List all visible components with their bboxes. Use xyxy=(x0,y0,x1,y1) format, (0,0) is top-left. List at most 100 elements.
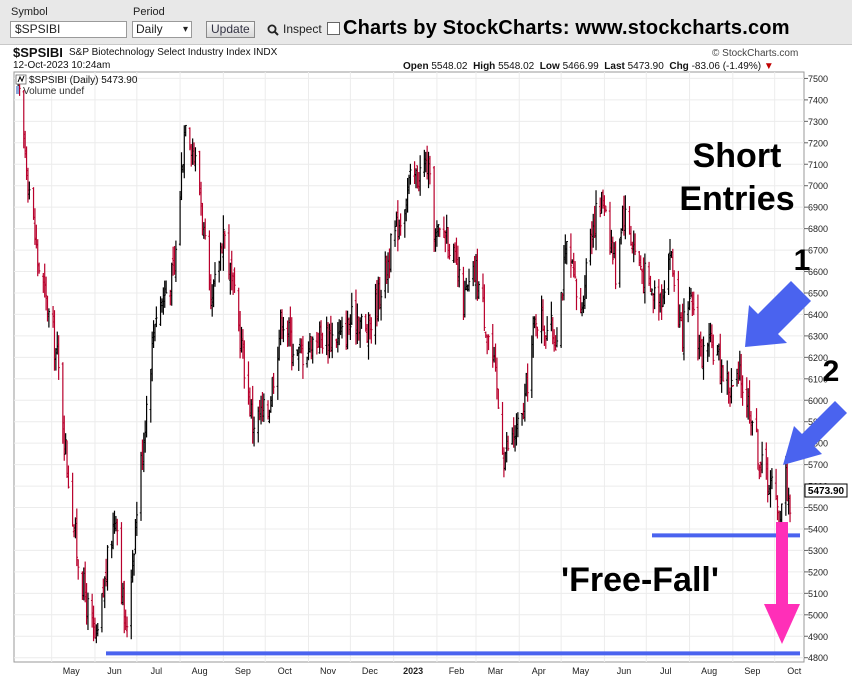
price-bar xyxy=(272,372,275,394)
update-button[interactable]: Update xyxy=(206,21,255,38)
plot-area xyxy=(13,71,805,663)
price-bar xyxy=(639,255,642,270)
y-tick-label: 4900 xyxy=(808,632,828,642)
symbol-label: Symbol xyxy=(11,6,48,18)
price-bar xyxy=(526,363,529,402)
price-bar xyxy=(650,288,654,296)
price-bar xyxy=(619,228,623,245)
price-bar xyxy=(731,385,735,387)
price-bar xyxy=(550,301,553,332)
price-bar xyxy=(409,163,412,185)
price-bar xyxy=(301,335,305,379)
price-bar xyxy=(106,545,109,591)
period-select[interactable]: Daily ▾ xyxy=(132,21,192,38)
price-bar xyxy=(125,616,129,638)
price-bar xyxy=(64,433,67,455)
price-bar xyxy=(555,327,559,348)
price-bar xyxy=(77,559,80,580)
chevron-down-icon: ▾ xyxy=(182,24,188,35)
y-tick-label: 7400 xyxy=(808,95,828,105)
y-tick-label: 7200 xyxy=(808,138,828,148)
price-bar xyxy=(291,343,295,367)
legend-volume: Volume undef xyxy=(16,86,84,97)
price-bar xyxy=(340,316,344,339)
inspect-checkbox[interactable] xyxy=(327,22,340,35)
x-tick-label: Sep xyxy=(744,666,760,676)
search-icon xyxy=(267,24,279,36)
last-price-label: 5473.90 xyxy=(808,486,845,497)
price-bar xyxy=(396,200,400,252)
open-label: Open xyxy=(403,61,429,72)
price-bar xyxy=(321,332,324,354)
price-bar xyxy=(164,280,168,294)
price-bar xyxy=(663,280,666,305)
y-tick-label: 7000 xyxy=(808,181,828,191)
x-tick-label: Jun xyxy=(107,666,122,676)
x-tick-label: Aug xyxy=(192,666,208,676)
last-value: 5473.90 xyxy=(627,61,664,72)
y-tick-label: 5400 xyxy=(808,524,828,534)
price-bar xyxy=(776,495,779,521)
price-bar xyxy=(643,253,647,304)
price-bar xyxy=(163,280,166,308)
legend-main: $SPSIBI (Daily) 5473.90 xyxy=(15,74,138,86)
copyright-credit: © StockCharts.com xyxy=(712,48,799,59)
y-tick-label: 6600 xyxy=(808,267,828,277)
x-tick-label: Jul xyxy=(660,666,672,676)
price-bar xyxy=(311,336,314,364)
x-tick-label: Apr xyxy=(532,666,546,676)
price-bar xyxy=(559,291,563,348)
annotations: Short Entries 1 2 'Free-Fall' xyxy=(106,137,847,656)
y-tick-label: 5000 xyxy=(808,610,828,620)
x-tick-label: Feb xyxy=(449,666,465,676)
price-bar xyxy=(331,322,334,359)
price-bar xyxy=(755,408,758,433)
toolbar: Symbol $SPSIBI Period Daily ▾ Update Ins… xyxy=(0,0,852,45)
chart-index-name: S&P Biotechnology Select Industry Index … xyxy=(69,47,278,58)
price-bar xyxy=(389,233,393,273)
y-tick-label: 5300 xyxy=(808,546,828,556)
price-bar xyxy=(204,218,207,240)
symbol-input[interactable]: $SPSIBI xyxy=(10,21,127,38)
y-tick-label: 6000 xyxy=(808,396,828,406)
price-bar xyxy=(543,325,546,346)
price-bar xyxy=(135,501,139,536)
brand-banner: Charts by StockCharts: www.stockcharts.c… xyxy=(343,17,790,39)
y-tick-label: 7500 xyxy=(808,74,828,84)
price-bar xyxy=(565,240,568,265)
x-tick-label: Jul xyxy=(151,666,163,676)
y-tick-label: 5200 xyxy=(808,567,828,577)
price-bar xyxy=(653,280,656,310)
price-bar xyxy=(132,553,136,576)
x-tick-label: May xyxy=(63,666,81,676)
price-bar xyxy=(86,592,90,631)
entry-marker-1: 1 xyxy=(794,244,811,277)
y-tick-label: 5700 xyxy=(808,460,828,470)
price-bar xyxy=(487,334,490,351)
x-tick-label: Oct xyxy=(787,666,802,676)
price-bar xyxy=(418,155,422,196)
price-bar xyxy=(37,262,41,274)
price-bar xyxy=(349,314,352,341)
chg-label: Chg xyxy=(669,61,689,72)
price-bar xyxy=(554,335,557,351)
legend-series-label: $SPSIBI (Daily) 5473.90 xyxy=(29,75,138,86)
inspect-label[interactable]: Inspect xyxy=(283,22,322,36)
low-value: 5466.99 xyxy=(562,61,599,72)
price-bar xyxy=(594,190,598,251)
price-bar xyxy=(145,395,148,438)
price-bar xyxy=(174,240,178,282)
x-tick-label: May xyxy=(572,666,590,676)
price-bar xyxy=(477,281,480,300)
y-tick-label: 6400 xyxy=(808,310,828,320)
y-tick-label: 6800 xyxy=(808,224,828,234)
short-entries-line1: Short xyxy=(693,137,782,175)
y-tick-label: 7300 xyxy=(808,117,828,127)
low-label: Low xyxy=(539,61,560,72)
price-bar xyxy=(243,340,246,389)
price-bar xyxy=(730,368,733,404)
price-bar xyxy=(194,147,197,172)
price-bar xyxy=(712,334,715,365)
y-tick-label: 4800 xyxy=(808,653,828,663)
price-bar xyxy=(155,306,158,328)
